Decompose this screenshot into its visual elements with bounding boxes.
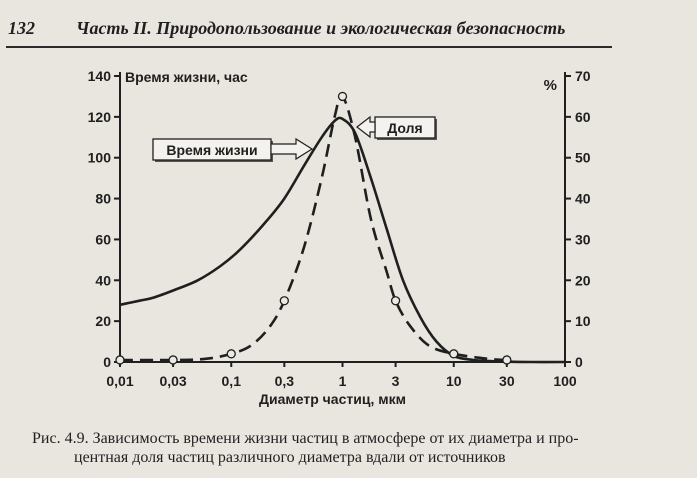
- y-right-tick-label: 10: [575, 313, 591, 329]
- y-left-tick-label: 120: [88, 109, 112, 125]
- share-callout-arrow: [356, 115, 376, 139]
- x-tick-label: 100: [553, 373, 577, 389]
- y-right-tick-label: 20: [575, 272, 591, 288]
- x-tick-label: 0,3: [275, 373, 295, 389]
- x-tick-label: 0,03: [159, 373, 186, 389]
- share-point: [390, 296, 401, 306]
- share-point: [115, 355, 125, 365]
- caption-line-2: центная доля частиц различного диаметра …: [74, 449, 506, 466]
- lifetime-callout-text: Время жизни: [166, 142, 257, 158]
- x-tick-label: 30: [499, 373, 515, 389]
- y-right-tick-label: 30: [575, 231, 591, 247]
- lifetime-callout-arrow: [270, 137, 314, 161]
- page-header-title: Часть II. Природопользование и экологиче…: [76, 18, 566, 38]
- y-left-tick-label: 0: [103, 354, 111, 370]
- share-point: [502, 355, 512, 365]
- chart-series: [119, 94, 566, 364]
- share-point: [168, 355, 178, 365]
- chart-labels: 0 20 40 60 80 100 120 140 0 10 20 30 40 50 60 70 0,01 0,0…: [88, 68, 591, 407]
- y-right-tick-label: 60: [575, 109, 591, 125]
- page-number: 132: [8, 18, 35, 38]
- share-line: [119, 94, 507, 362]
- y-left-tick-label: 100: [88, 150, 112, 166]
- share-callout-text: Доля: [387, 120, 422, 136]
- header-rule: [6, 46, 612, 48]
- figure-caption: Рис. 4.9. Зависимость времени жизни част…: [32, 429, 682, 467]
- caption-line-1: Рис. 4.9. Зависимость времени жизни част…: [32, 430, 579, 447]
- x-tick-label: 3: [392, 373, 400, 389]
- x-tick-label: 10: [446, 373, 462, 389]
- y-left-tick-label: 20: [95, 313, 111, 329]
- x-tick-label: 1: [339, 373, 347, 389]
- chart-markers: [115, 91, 512, 365]
- share-point: [279, 296, 289, 306]
- y-left-axis-title: Время жизни, час: [125, 69, 248, 85]
- y-right-tick-label: 50: [575, 150, 591, 166]
- y-left-tick-label: 40: [95, 272, 111, 288]
- y-right-tick-label: 70: [575, 68, 591, 84]
- chart-axes: [114, 72, 571, 367]
- particle-lifetime-chart: 0 20 40 60 80 100 120 140 0 10 20 30 40 50 60 70 0,01 0,0…: [88, 68, 591, 407]
- x-tick-label: 0,01: [106, 373, 133, 389]
- y-right-tick-label: 40: [575, 191, 591, 207]
- share-point: [226, 349, 236, 359]
- y-right-axis-title: %: [544, 77, 557, 94]
- y-left-tick-label: 80: [95, 191, 111, 207]
- share-point: [449, 349, 459, 359]
- page-header: 132 Часть II. Природопользование и эколог…: [8, 18, 608, 39]
- y-right-tick-label: 0: [575, 354, 583, 370]
- x-axis-title: Диаметр частиц, мкм: [259, 391, 406, 407]
- y-left-tick-label: 60: [95, 231, 111, 247]
- y-left-tick-label: 140: [88, 68, 112, 84]
- x-tick-label: 0,1: [222, 373, 242, 389]
- share-point: [337, 91, 348, 102]
